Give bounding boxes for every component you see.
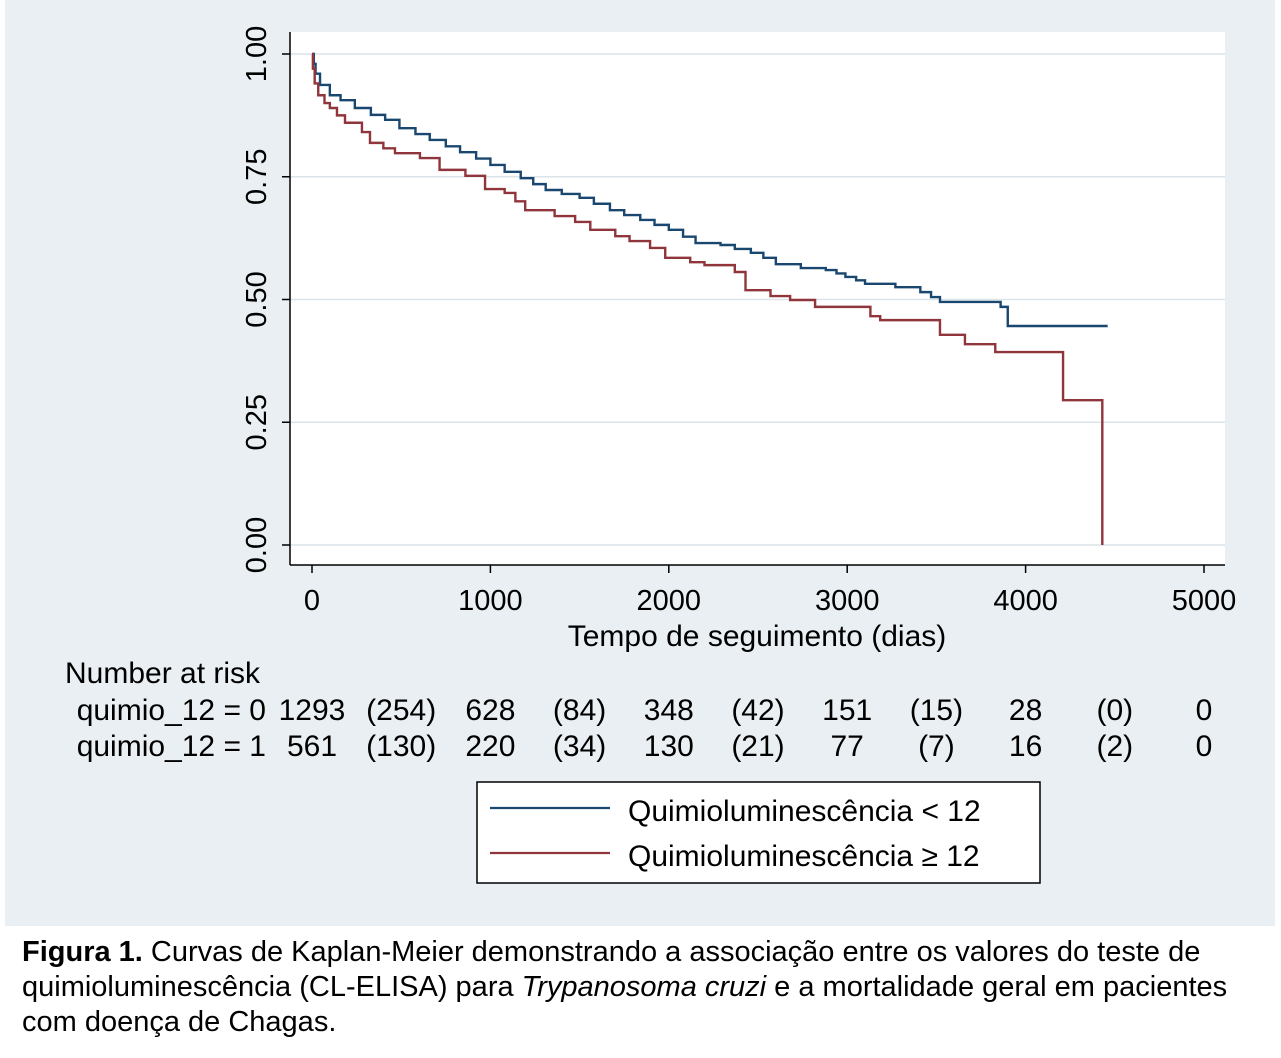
risk-table-title: Number at risk — [65, 657, 261, 690]
risk-table-values: 1293 (254) 628 (84) 348 (42) 151 (15) 28 (0) 0 561 (… — [279, 694, 1213, 763]
risk-row-label: quimio_12 = 0 — [77, 694, 266, 727]
caption-text: com doença de Chagas. — [22, 1006, 337, 1038]
legend-box — [476, 781, 1041, 884]
risk-table-value: 628 — [465, 694, 515, 727]
risk-table-value: 348 — [644, 694, 694, 727]
risk-row-label: quimio_12 = 1 — [77, 730, 266, 763]
x-tick-label: 0 — [304, 585, 320, 617]
survival-curves — [311, 52, 1108, 545]
x-tick-label: 2000 — [637, 585, 702, 617]
risk-table-value: (34) — [553, 730, 606, 763]
y-tick-label: 0.00 — [241, 517, 273, 573]
y-tick-label: 0.75 — [241, 149, 273, 205]
risk-table-value: 28 — [1009, 694, 1042, 727]
risk-table-value: 0 — [1196, 694, 1213, 727]
caption-label: Figura 1. — [22, 936, 143, 968]
caption-text: e a mortalidade geral em pacientes — [774, 971, 1228, 1003]
x-axis-ticks: 0 1000 2000 3000 4000 5000 — [304, 565, 1236, 617]
risk-table-value: 77 — [831, 730, 864, 763]
risk-table-value: 151 — [822, 694, 872, 727]
risk-table-value: 220 — [465, 730, 515, 763]
risk-table-value: 561 — [287, 730, 337, 763]
risk-table-value: (7) — [918, 730, 955, 763]
caption-species: Trypanosoma cruzi — [521, 971, 767, 1003]
y-axis-ticks: 0.00 0.25 0.50 0.75 1.00 — [241, 26, 290, 573]
figure-caption: Figura 1. Curvas de Kaplan-Meier demonst… — [22, 935, 1227, 1040]
kaplan-meier-figure: 0.00 0.25 0.50 0.75 1.00 0 1000 2000 3000 4000 50… — [5, 0, 1275, 926]
legend: Quimioluminescência < 12 Quimioluminescê… — [476, 781, 1041, 884]
x-axis-title: Tempo de seguimento (dias) — [568, 620, 947, 653]
x-tick-label: 1000 — [458, 585, 523, 617]
number-at-risk-table: Number at risk quimio_12 = 0 quimio_12 =… — [65, 657, 1212, 763]
plot-region — [290, 32, 1225, 565]
legend-label-quimio-ge-12: Quimioluminescência ≥ 12 — [628, 840, 980, 873]
risk-table-value: (15) — [910, 694, 963, 727]
risk-table-value: (84) — [553, 694, 606, 727]
x-tick-label: 5000 — [1172, 585, 1237, 617]
risk-table-value: 1293 — [279, 694, 346, 727]
y-tick-label: 1.00 — [241, 26, 273, 82]
risk-table-value: 130 — [644, 730, 694, 763]
risk-table-value: (42) — [731, 694, 784, 727]
caption-text: quimioluminescência (CL-ELISA) para — [22, 971, 514, 1003]
risk-table-value: 0 — [1196, 730, 1213, 763]
x-tick-label: 3000 — [815, 585, 880, 617]
risk-table-value: (130) — [366, 730, 436, 763]
y-tick-label: 0.25 — [241, 394, 273, 450]
km-curve-series-2 — [311, 52, 1104, 545]
risk-table-value: (2) — [1096, 730, 1133, 763]
x-tick-label: 4000 — [993, 585, 1058, 617]
gridlines — [290, 53, 1225, 546]
caption-text: Curvas de Kaplan-Meier demonstrando a as… — [150, 936, 1201, 968]
risk-table-value: (0) — [1096, 694, 1133, 727]
risk-table-value: 16 — [1009, 730, 1042, 763]
risk-table-value: (254) — [366, 694, 436, 727]
y-tick-label: 0.50 — [241, 271, 273, 327]
risk-table-value: (21) — [731, 730, 784, 763]
legend-label-quimio-lt-12: Quimioluminescência < 12 — [628, 795, 981, 828]
km-curve-series-1 — [312, 52, 1108, 328]
